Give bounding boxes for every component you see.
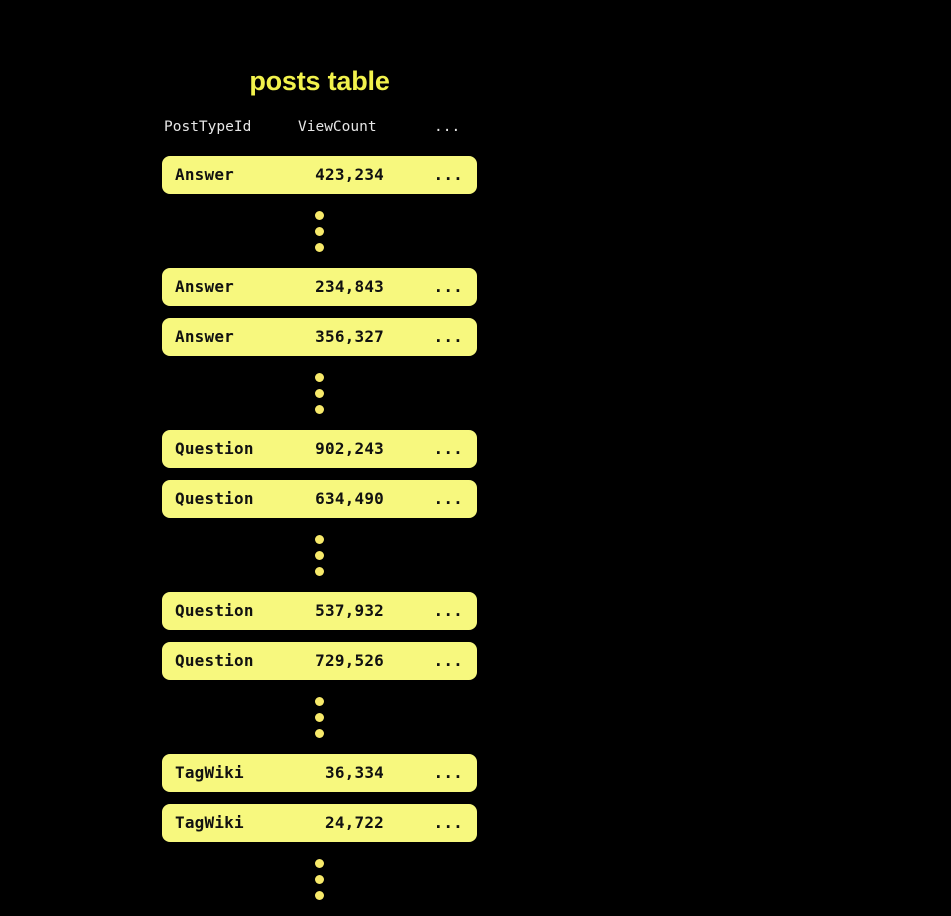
table-row[interactable]: TagWiki 36,334...: [162, 754, 477, 792]
vertical-ellipsis: [162, 692, 477, 742]
ellipsis-dot: [315, 210, 324, 220]
cell-more: ...: [433, 489, 463, 508]
column-header-more: ...: [434, 119, 461, 135]
cell-post-type-id: Answer: [175, 327, 234, 346]
table-row[interactable]: Answer 356,327...: [162, 318, 477, 356]
cell-more: ...: [433, 439, 463, 458]
posts-table-figure: posts table PostTypeId ViewCount ... Ans…: [162, 66, 477, 900]
cell-more: ...: [433, 327, 463, 346]
cell-more: ...: [433, 651, 463, 670]
column-header-post-type-id: PostTypeId: [164, 119, 252, 135]
ellipsis-dot: [315, 242, 324, 252]
cell-post-type-id: Answer: [175, 165, 234, 184]
ellipsis-dot: [315, 728, 324, 738]
cell-post-type-id: Question: [175, 651, 254, 670]
table-row[interactable]: Answer 423,234...: [162, 156, 477, 194]
ellipsis-dot: [315, 712, 324, 722]
ellipsis-dot: [315, 696, 324, 706]
ellipsis-dot: [315, 226, 324, 236]
column-header-row: PostTypeId ViewCount ...: [162, 119, 477, 139]
ellipsis-dot: [315, 372, 324, 382]
ellipsis-dot: [315, 890, 324, 900]
ellipsis-dot: [315, 874, 324, 884]
column-header-view-count: ViewCount: [298, 119, 377, 135]
ellipsis-dot: [315, 550, 324, 560]
cell-view-count: 634,490: [315, 489, 384, 508]
page-title: posts table: [249, 66, 390, 96]
cell-more: ...: [433, 601, 463, 620]
vertical-ellipsis: [162, 206, 477, 256]
vertical-ellipsis: [162, 854, 477, 904]
cell-post-type-id: Answer: [175, 277, 234, 296]
cell-post-type-id: Question: [175, 601, 254, 620]
cell-post-type-id: TagWiki: [175, 763, 244, 782]
ellipsis-dot: [315, 858, 324, 868]
cell-more: ...: [433, 277, 463, 296]
ellipsis-dot: [315, 404, 324, 414]
ellipsis-dot: [315, 534, 324, 544]
cell-more: ...: [433, 165, 463, 184]
table-row[interactable]: Question 729,526...: [162, 642, 477, 680]
ellipsis-dot: [315, 388, 324, 398]
table-body: Answer 423,234... Answer 234,843... Answer 35…: [162, 156, 477, 916]
cell-more: ...: [433, 763, 463, 782]
cell-view-count: 423,234: [315, 165, 384, 184]
cell-view-count: 356,327: [315, 327, 384, 346]
cell-post-type-id: Question: [175, 439, 254, 458]
cell-view-count: 902,243: [315, 439, 384, 458]
cell-post-type-id: Question: [175, 489, 254, 508]
table-row[interactable]: Question 537,932...: [162, 592, 477, 630]
table-row[interactable]: Question 902,243...: [162, 430, 477, 468]
table-row[interactable]: Question 634,490...: [162, 480, 477, 518]
cell-view-count: 234,843: [315, 277, 384, 296]
table-row[interactable]: Answer 234,843...: [162, 268, 477, 306]
cell-view-count: 537,932: [315, 601, 384, 620]
vertical-ellipsis: [162, 368, 477, 418]
cell-view-count: 729,526: [315, 651, 384, 670]
cell-view-count: 36,334: [325, 763, 384, 782]
ellipsis-dot: [315, 566, 324, 576]
vertical-ellipsis: [162, 530, 477, 580]
